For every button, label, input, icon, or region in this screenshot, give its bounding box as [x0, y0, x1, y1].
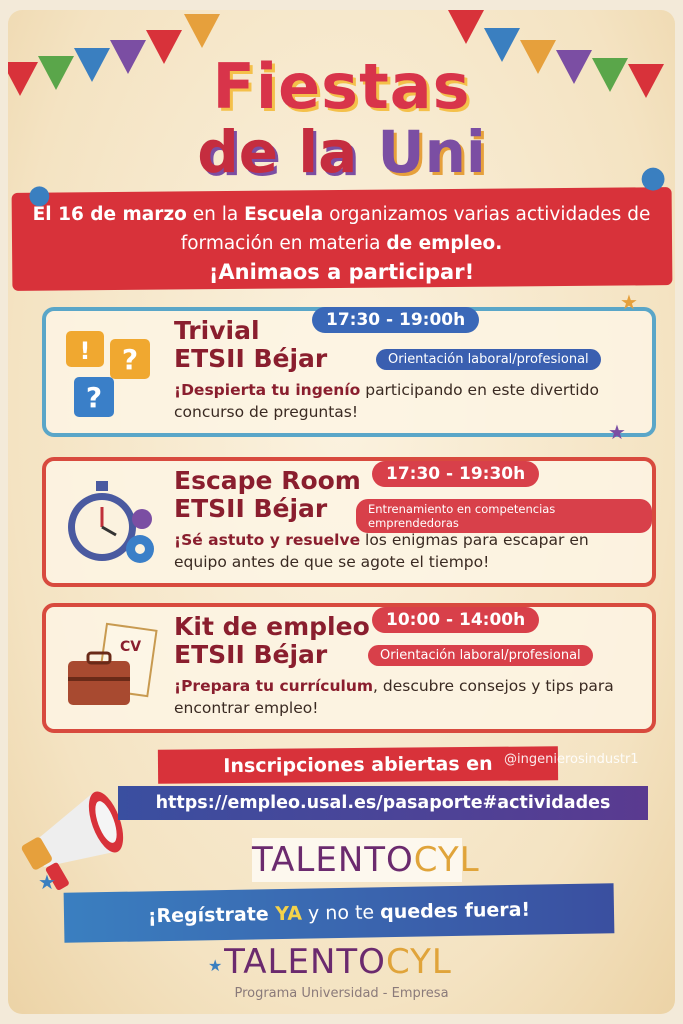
activity-desc: ¡Sé astuto y resuelve los enigmas para e… — [174, 529, 644, 573]
register-cta-d: quedes fuera! — [379, 898, 531, 924]
activity-desc-bold: ¡Prepara tu currículum — [174, 677, 374, 695]
balloon-icon: ● — [640, 160, 667, 195]
activity-desc-text: los enigmas para escapar en equipo antes… — [174, 531, 589, 571]
activity-title-line1: Trivial — [174, 316, 260, 345]
intro-place: Escuela — [244, 204, 324, 225]
talentocyl-logo: TALENTOCYL — [252, 838, 479, 882]
register-cta-a: ¡Regístrate — [147, 903, 276, 928]
activity-desc-bold: ¡Despierta tu ingenío — [174, 381, 361, 399]
footer-talentocyl-logo: TALENTOCYL — [208, 942, 468, 982]
title-uni: Uni — [377, 118, 486, 186]
activity-tag: Orientación laboral/profesional — [368, 645, 593, 666]
intro-t2: organizamos varias actividades de formac… — [180, 204, 651, 254]
register-cta-banner: ¡Regístrate YA y no te quedes fuera! — [63, 883, 615, 943]
star-icon: ★ — [38, 870, 56, 894]
question-bubbles-icon: ! ? ? — [66, 331, 150, 417]
activity-time: 10:00 - 14:00h — [372, 607, 540, 633]
svg-text:?: ? — [86, 381, 102, 414]
activity-tag: Orientación laboral/profesional — [376, 349, 601, 370]
logo-cyl: CYL — [413, 840, 480, 880]
briefcase-cv-icon: CV — [68, 622, 158, 705]
intro-t1: en la — [186, 204, 245, 225]
activity-time: 17:30 - 19:00h — [312, 307, 480, 333]
registration-label: Inscripciones abiertas en — [157, 746, 559, 784]
stopwatch-gears-icon — [68, 481, 154, 563]
activity-title-line2: ETSII Béjar — [174, 344, 328, 373]
activity-desc: ¡Prepara tu currículum, descubre consejo… — [174, 675, 644, 719]
activity-title-line1: Kit de empleo — [174, 612, 370, 641]
activity-title-line2: ETSII Béjar — [174, 494, 328, 523]
activity-title: Kit de empleo ETSII Béjar — [174, 613, 370, 669]
register-cta-ya: YA — [275, 902, 303, 926]
intro-cta: ¡Animaos a participar! — [208, 260, 475, 284]
activity-card-kit-empleo: CV Kit de empleo ETSII Béjar 10:00 - 14:0… — [42, 603, 656, 733]
svg-text:?: ? — [122, 343, 138, 376]
activity-title-line2: ETSII Béjar — [174, 640, 328, 669]
activity-card-trivial: ! ? ? Trivial ETSII Béjar 17:30 - 19:00h … — [42, 307, 656, 437]
megaphone-icon — [21, 791, 124, 891]
activity-desc-bold: ¡Sé astuto y resuelve — [174, 531, 361, 549]
registration-url-link[interactable]: https://empleo.usal.es/pasaporte#activid… — [118, 786, 648, 820]
title-fiestas: Fiestas — [212, 50, 471, 123]
activity-desc-text: participando en este divertido concurso … — [174, 381, 599, 421]
footer-logo-cyl: CYL — [385, 942, 452, 982]
register-cta-c: y no te — [301, 901, 381, 925]
star-icon: ★ — [608, 420, 626, 444]
intro-text: El 16 de marzo en la Escuela organizamos… — [28, 200, 655, 288]
footer-subtitle: Programa Universidad - Empresa — [234, 986, 449, 1001]
activity-title-line1: Escape Room — [174, 466, 361, 495]
activity-tag: Entrenamiento en competencias emprendedo… — [356, 499, 652, 533]
watermark-text: @ingenierosindustr1 — [504, 752, 639, 767]
title-de-la-uni: de la Uni — [8, 118, 675, 186]
title-de-la: de la — [197, 118, 358, 186]
cv-label: CV — [120, 639, 141, 655]
svg-text:!: ! — [80, 337, 91, 365]
star-icon: ★ — [620, 290, 638, 314]
poster: Fiestas de la Uni El 16 de marzo en la E… — [8, 10, 675, 1014]
star-icon: ★ — [208, 956, 223, 975]
intro-date: El 16 de marzo — [32, 204, 187, 225]
activity-title: Trivial ETSII Béjar — [174, 317, 327, 373]
intro-topic: de empleo. — [386, 233, 503, 254]
activity-desc-text: , descubre consejos y tips para encontra… — [174, 677, 614, 717]
logo-talento: TALENTO — [252, 840, 414, 880]
activity-time: 17:30 - 19:30h — [372, 461, 540, 487]
footer-logo-talento: TALENTO — [224, 942, 386, 982]
activity-title: Escape Room ETSII Béjar — [174, 467, 361, 523]
activity-card-escape-room: Escape Room ETSII Béjar 17:30 - 19:30h En… — [42, 457, 656, 587]
activity-desc: ¡Despierta tu ingenío participando en es… — [174, 379, 644, 423]
balloon-icon: ● — [28, 180, 51, 210]
